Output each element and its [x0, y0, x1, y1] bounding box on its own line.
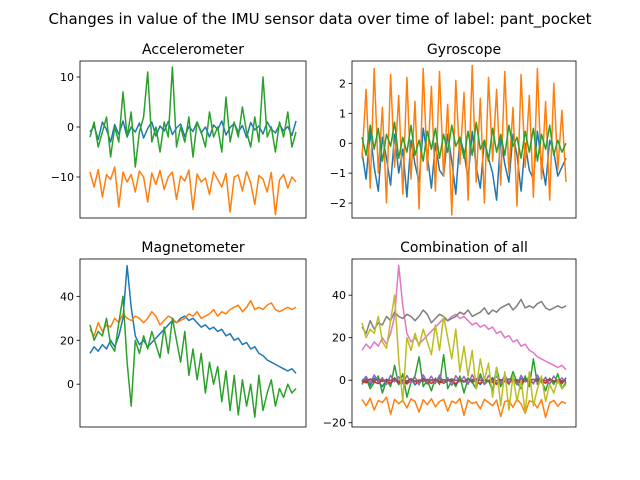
y-tick-label: 20 [60, 334, 74, 347]
subplot-title: Magnetometer [141, 240, 244, 256]
y-tick-label: −1 [330, 167, 346, 180]
series-line-3 [361, 353, 567, 398]
y-tick-label: 40 [60, 290, 74, 303]
series-line-3 [89, 66, 297, 168]
y-tick-label: 10 [60, 71, 74, 84]
subplot-title: Gyroscope [427, 42, 501, 58]
series-group [89, 264, 297, 418]
axes-frame [79, 258, 307, 428]
subplot-3: Magnetometer 40 20 0 [60, 240, 307, 428]
y-tick-label: 0 [67, 378, 74, 391]
series-group [89, 66, 297, 216]
subplot-4: Combination of all 40 20 0 −20 [323, 240, 577, 430]
series-line-2 [89, 166, 297, 216]
subplot-1: Accelerometer 10 0 −10 [51, 42, 307, 219]
y-tick-label: 20 [332, 332, 346, 345]
series-line-2 [361, 396, 567, 419]
series-line-3 [361, 121, 567, 162]
series-line-6 [361, 377, 567, 383]
series-line-3 [89, 295, 297, 418]
y-tick-label: −10 [51, 171, 74, 184]
y-tick-label: 1 [339, 107, 346, 120]
series-line-2 [361, 64, 567, 216]
y-tick-label: 0 [67, 121, 74, 134]
y-tick-label: 40 [332, 289, 346, 302]
series-line-1 [89, 120, 297, 143]
axes-frame [351, 60, 577, 219]
series-group [361, 264, 567, 419]
subplot-2: Gyroscope 2 1 0 −1 −2 [330, 42, 577, 219]
series-line-7 [361, 264, 567, 371]
subplot-title: Combination of all [400, 240, 528, 256]
y-tick-label: 0 [339, 137, 346, 150]
series-group [361, 64, 567, 216]
y-tick-label: −2 [330, 197, 346, 210]
subplot-title: Accelerometer [142, 42, 244, 58]
subplot-grid: Accelerometer100−10Gyroscope210−1−2Magne… [51, 42, 577, 430]
axes-frame [79, 60, 307, 219]
y-tick-label: 0 [339, 374, 346, 387]
series-line-1 [89, 264, 297, 374]
y-tick-label: 2 [339, 77, 346, 90]
series-line-9 [361, 294, 567, 413]
y-tick-label: −20 [323, 417, 346, 430]
axes-frame [351, 258, 577, 428]
figure-title: Changes in value of the IMU sensor data … [49, 10, 592, 29]
